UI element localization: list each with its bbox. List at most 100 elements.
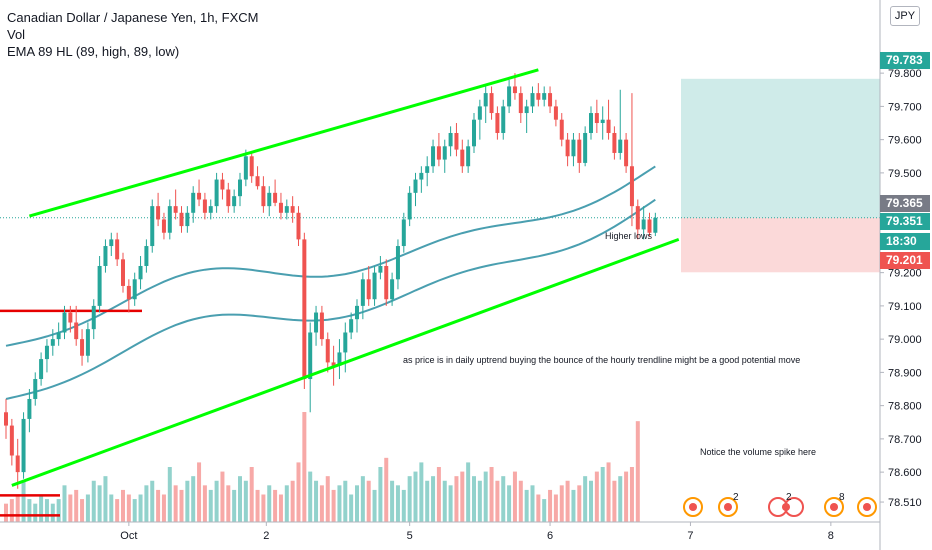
price-tick-label: 78.510 xyxy=(888,497,922,509)
volume-bar xyxy=(109,494,114,522)
candle-body xyxy=(431,146,436,167)
price-tick-label: 78.700 xyxy=(888,434,922,446)
volume-bar xyxy=(536,494,541,522)
volume-bar xyxy=(296,462,301,522)
volume-bar xyxy=(185,480,190,522)
volume-bar xyxy=(238,476,242,522)
candle-body xyxy=(261,186,266,207)
price-tick-label: 79.000 xyxy=(888,334,922,346)
volume-bar xyxy=(460,471,465,522)
candle-body xyxy=(138,265,143,280)
volume-bar xyxy=(314,480,319,522)
candle-body xyxy=(226,189,231,207)
candle-body xyxy=(395,246,400,280)
candle-body xyxy=(600,119,605,124)
candle-body xyxy=(337,352,342,366)
volume-bar xyxy=(132,499,137,522)
volume-bar xyxy=(50,503,55,522)
volume-bar xyxy=(325,476,330,522)
volume-bar xyxy=(21,480,26,522)
price-tick-label: 79.200 xyxy=(888,268,922,280)
candle-body xyxy=(390,279,395,300)
candle-body xyxy=(401,219,406,247)
time-tick-label: 8 xyxy=(828,530,834,542)
trend-lines xyxy=(11,68,680,487)
candle-body xyxy=(571,139,576,157)
candle-body xyxy=(331,362,336,366)
candle-body xyxy=(232,196,237,207)
price-tick-label: 79.700 xyxy=(888,101,922,113)
ema-indicator-label[interactable]: EMA 89 HL (89, high, 89, low) xyxy=(7,44,180,59)
volume-bar xyxy=(548,489,553,522)
volume-bar xyxy=(454,476,459,522)
volume-bar xyxy=(173,485,178,522)
time-tick-label: 6 xyxy=(547,530,553,542)
price-tick-label: 79.600 xyxy=(888,135,922,147)
candle-body xyxy=(530,93,535,107)
candle-body xyxy=(319,312,324,340)
price-tick-label: 78.900 xyxy=(888,367,922,379)
candle-body xyxy=(191,192,196,213)
candle-body xyxy=(302,239,307,380)
candle-body xyxy=(548,93,553,107)
candle-body xyxy=(419,172,424,180)
volume-bar xyxy=(553,494,558,522)
economic-event-icon[interactable] xyxy=(822,495,846,519)
candle-body xyxy=(489,93,494,114)
volume-bar xyxy=(226,485,231,522)
volume-indicator-label[interactable]: Vol xyxy=(7,27,26,42)
candle-body xyxy=(466,146,471,167)
candle-body xyxy=(559,119,564,140)
economic-event-icon[interactable] xyxy=(716,495,740,519)
time-tick-label: 5 xyxy=(407,530,413,542)
horizontal-levels xyxy=(0,309,142,517)
volume-bar xyxy=(62,485,67,522)
volume-bar xyxy=(74,489,79,522)
candle-body xyxy=(296,212,301,240)
candle-body xyxy=(91,305,96,330)
candle-body xyxy=(624,139,629,167)
volume-bar xyxy=(466,462,471,522)
economic-event-icon[interactable] xyxy=(681,495,705,519)
volume-bar xyxy=(360,476,365,522)
candle-body xyxy=(33,379,38,399)
time-tick-label: 7 xyxy=(687,530,693,542)
volume-bar xyxy=(44,499,49,522)
volume-bar xyxy=(507,485,512,522)
volume-bar xyxy=(267,485,272,522)
candle-body xyxy=(583,132,588,163)
candle-body xyxy=(436,146,441,160)
candle-body xyxy=(97,265,102,306)
candle-body xyxy=(606,119,611,133)
higher-lows-note: Higher lows xyxy=(605,231,653,241)
volume-bar xyxy=(618,476,623,522)
candle-body xyxy=(448,132,453,147)
stop-price-tag: 79.201 xyxy=(880,252,930,269)
volume-bar xyxy=(167,467,172,522)
economic-event-icon[interactable] xyxy=(855,495,879,519)
volume-bar xyxy=(612,480,617,522)
candle-body xyxy=(553,106,558,120)
currency-badge[interactable]: JPY xyxy=(890,6,920,26)
symbol-title: Canadian Dollar / Japanese Yen, 1h, FXCM xyxy=(7,10,259,25)
volume-bar xyxy=(372,489,377,522)
volume-bar xyxy=(542,499,547,522)
volume-bar xyxy=(302,412,307,522)
candle-body xyxy=(407,192,412,220)
volume-bar xyxy=(91,480,96,522)
economic-event-group-icon[interactable] xyxy=(766,495,806,519)
volume-bar xyxy=(390,480,395,522)
candle-body xyxy=(495,113,500,133)
volume-bar xyxy=(518,480,523,522)
candle-body xyxy=(507,86,512,107)
volume-bar xyxy=(495,480,500,522)
candle-body xyxy=(647,219,652,233)
volume-bar xyxy=(378,467,383,522)
candle-body xyxy=(378,265,383,273)
volume-bar xyxy=(115,499,120,522)
volume-bar xyxy=(273,489,278,522)
candle-body xyxy=(413,179,418,193)
candle-body xyxy=(577,139,582,163)
event-count-badge: 8 xyxy=(839,492,845,503)
